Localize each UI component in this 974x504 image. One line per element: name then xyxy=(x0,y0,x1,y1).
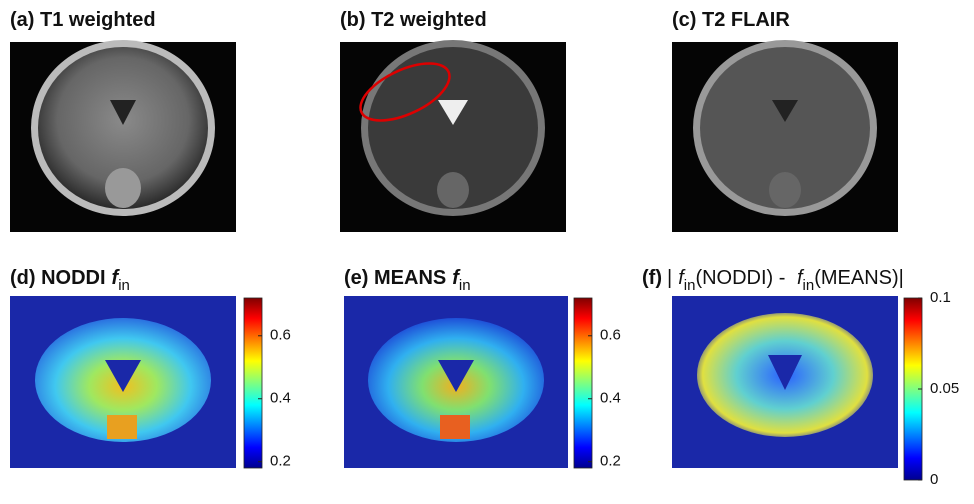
title-part: | xyxy=(667,267,672,289)
colorbar xyxy=(244,298,262,468)
colorbar-tick-label: 0.05 xyxy=(930,380,959,397)
colorbar-tick-label: 0 xyxy=(930,471,938,488)
panel-title: (c) T2 FLAIR xyxy=(672,9,790,31)
title-part: (a) T1 weighted xyxy=(10,9,156,31)
title-part: (c) T2 FLAIR xyxy=(672,9,790,31)
title-part: (b) T2 weighted xyxy=(340,9,487,31)
noddi-map xyxy=(10,296,236,468)
difference-map xyxy=(672,296,898,468)
title-part: (d) NODDI xyxy=(10,267,106,289)
title-part: in xyxy=(459,277,471,294)
title-part: in xyxy=(803,277,815,294)
colorbar-tick-label: 0.6 xyxy=(600,327,621,344)
colorbar-tick-label: 0.1 xyxy=(930,289,951,306)
panel-title: (a) T1 weighted xyxy=(10,9,156,31)
panel-title: (b) T2 weighted xyxy=(340,9,487,31)
colorbar-tick-label: 0.2 xyxy=(270,453,291,470)
title-part: in xyxy=(684,277,696,294)
colorbar-tick-label: 0.4 xyxy=(600,390,621,407)
title-part: (MEANS)| xyxy=(814,267,904,289)
figure: (a) T1 weighted (b) T2 weighted (c) T2 FLA… xyxy=(0,0,974,504)
t2-image xyxy=(340,40,566,232)
title-part: (NODDI) - xyxy=(695,267,791,289)
colorbar-tick-label: 0.6 xyxy=(270,327,291,344)
means-map xyxy=(344,296,568,468)
panel-title: (f)|fin(NODDI) - fin(MEANS)| xyxy=(642,267,904,294)
flair-image xyxy=(672,40,898,232)
t1-image xyxy=(10,40,236,232)
title-part: in xyxy=(118,277,130,294)
colorbar-tick-label: 0.4 xyxy=(270,390,291,407)
colorbar-tick-label: 0.2 xyxy=(600,453,621,470)
colorbar xyxy=(574,298,592,468)
title-part: (f) xyxy=(642,267,662,289)
title-part: (e) MEANS xyxy=(344,267,446,289)
